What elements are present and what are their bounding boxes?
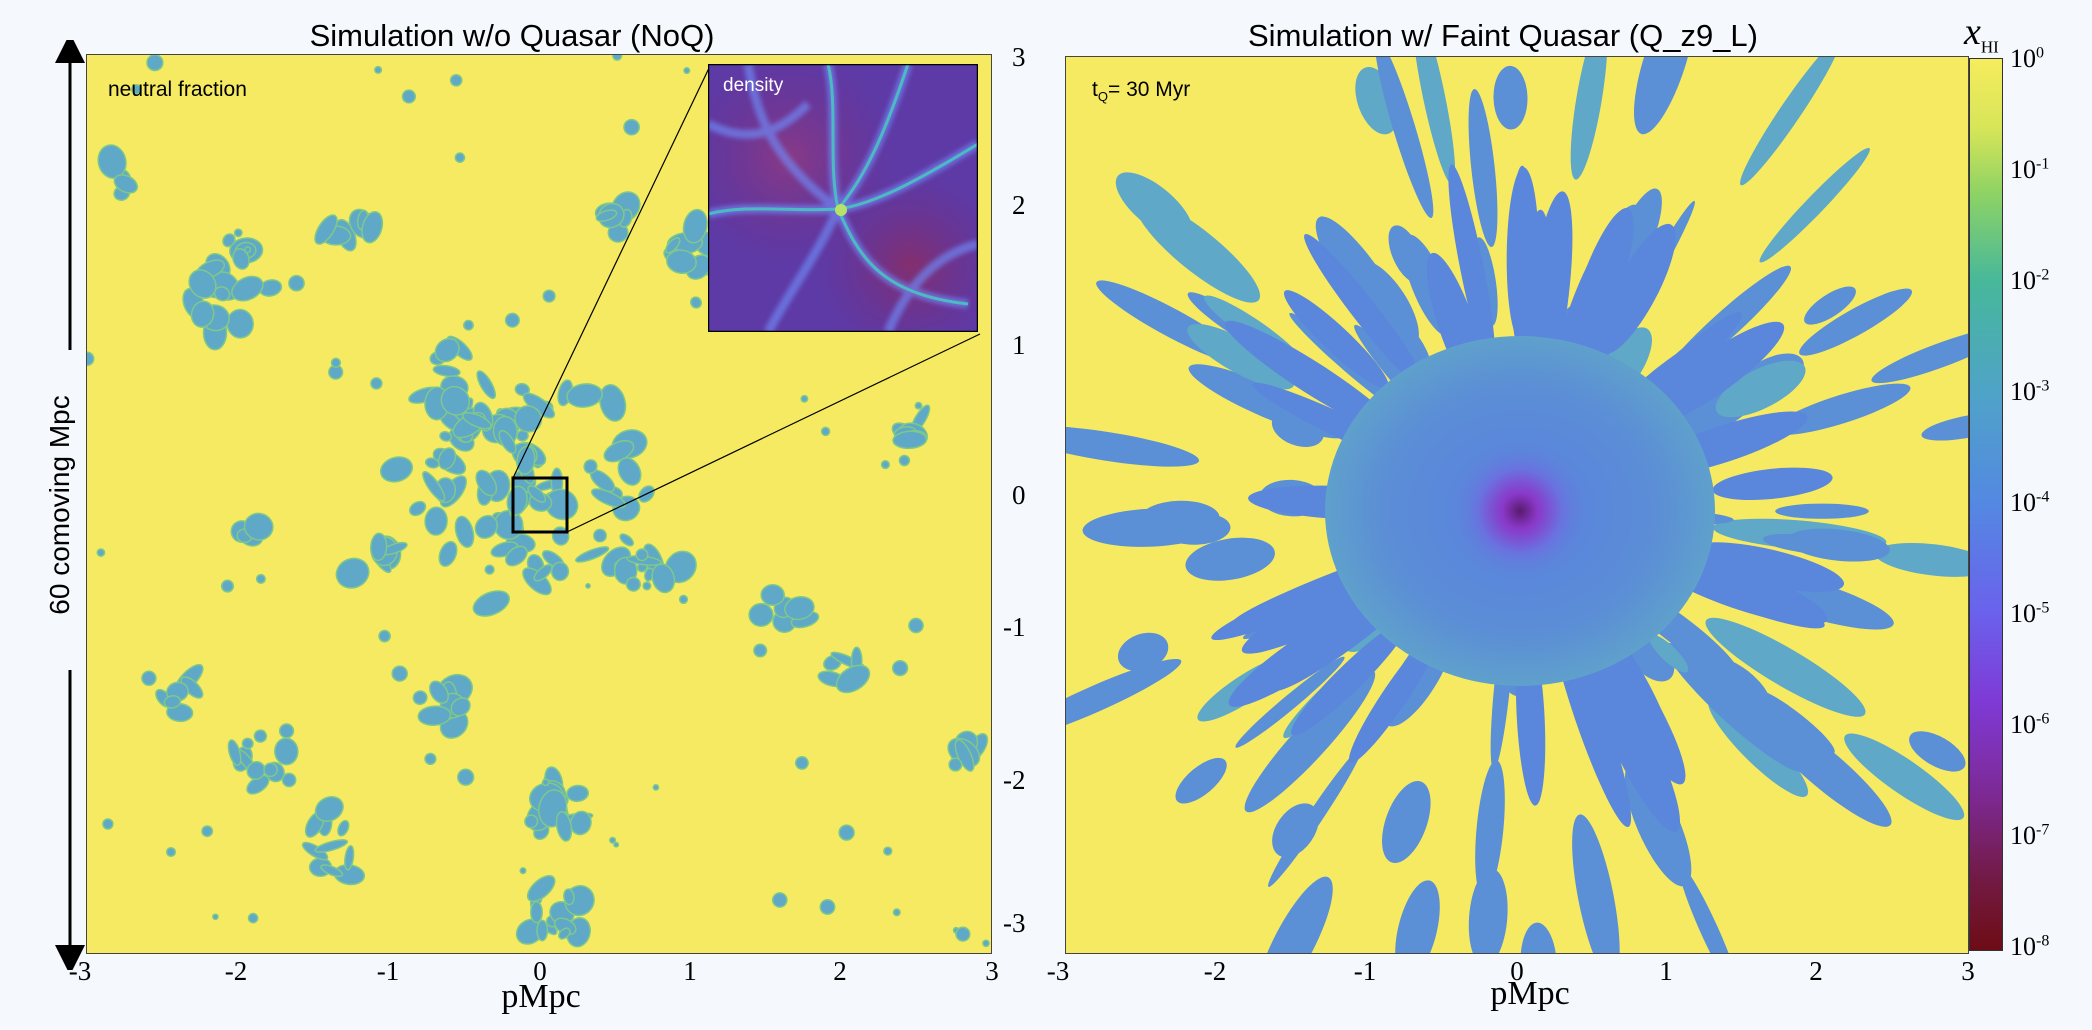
colorbar-tick-label: 10-5 <box>2010 599 2050 628</box>
right-x-axis-label: pMpc <box>1490 975 1570 1012</box>
colorbar-tick-label: 100 <box>2010 44 2044 73</box>
quasar-core <box>1450 441 1590 581</box>
colorbar-symbol: xHI <box>1964 11 1999 57</box>
x-tick-label: 1 <box>1659 956 1673 986</box>
colorbar-tick-label: 10-2 <box>2010 266 2050 295</box>
colorbar-tick-label: 10-8 <box>2010 932 2050 961</box>
y-tick-label: 1 <box>1012 330 1026 360</box>
colorbar-tick-label: 10-1 <box>2010 155 2050 184</box>
colorbar <box>1969 58 2003 951</box>
neutral-fraction-label: neutral fraction <box>108 78 247 101</box>
x-tick-label: 3 <box>985 956 999 986</box>
x-tick-label: -2 <box>224 956 248 986</box>
x-tick-label: -1 <box>1353 956 1377 986</box>
y-tick-label: -3 <box>1003 908 1026 938</box>
ionized-regions <box>86 54 990 948</box>
x-tick-label: 2 <box>1809 956 1823 986</box>
x-tick-label: 3 <box>1961 956 1975 986</box>
left-x-axis-label: pMpc <box>501 978 581 1015</box>
right-neutral-fraction-map <box>1065 56 1969 954</box>
x-tick-label: 2 <box>833 956 847 986</box>
colorbar-tick-label: 10-6 <box>2010 710 2050 739</box>
left-panel-title: Simulation w/o Quasar (NoQ) <box>309 18 715 53</box>
scale-label: 60 comoving Mpc <box>44 395 75 615</box>
x-tick-label: 0 <box>533 956 547 986</box>
x-tick-label: -2 <box>1203 956 1227 986</box>
y-tick-label: -1 <box>1003 612 1026 642</box>
zoom-selection-box <box>511 476 569 534</box>
density-label: density <box>723 75 784 96</box>
scale-arrow <box>55 40 85 970</box>
x-tick-label: -3 <box>68 956 92 986</box>
y-tick-label: 0 <box>1012 480 1026 510</box>
colorbar-tick-label: 10-4 <box>2010 488 2050 517</box>
x-tick-label: 0 <box>1510 956 1524 986</box>
y-tick-label: -2 <box>1003 765 1026 795</box>
density-inset <box>708 64 978 332</box>
x-tick-label: -1 <box>376 956 400 986</box>
y-tick-label: 2 <box>1012 190 1026 220</box>
right-panel-title: Simulation w/ Faint Quasar (Q_z9_L) <box>1248 18 1758 53</box>
x-tick-label: 1 <box>683 956 697 986</box>
colorbar-tick-label: 10-7 <box>2010 821 2050 850</box>
colorbar-tick-label: 10-3 <box>2010 377 2050 406</box>
quasar-time-label: tQ= 30 Myr <box>1092 78 1191 105</box>
y-tick-label: 3 <box>1012 42 1026 72</box>
x-tick-label: -3 <box>1046 956 1070 986</box>
